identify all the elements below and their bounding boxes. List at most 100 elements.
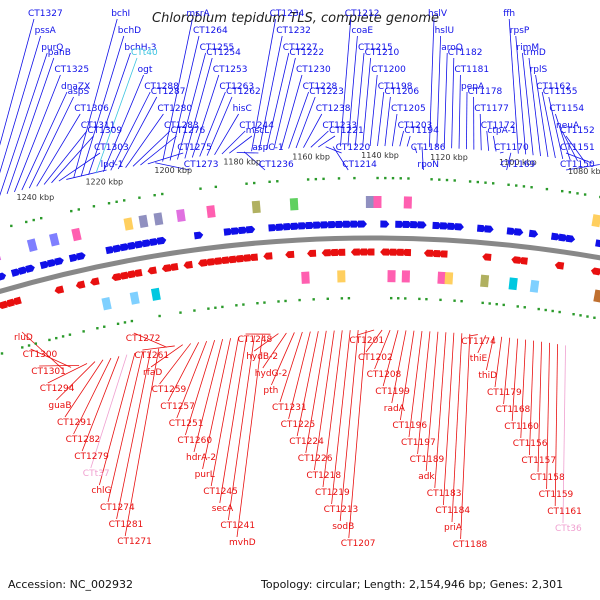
forward-gene (550, 232, 561, 241)
gene-label-CT1178: CT1178 (468, 87, 503, 97)
leader-line (428, 18, 435, 148)
cds-mark (438, 178, 441, 181)
leader-line (132, 130, 171, 167)
leader-line (310, 130, 329, 148)
cds-mark (391, 176, 395, 180)
cds-mark (488, 302, 491, 305)
feature-block (387, 270, 396, 283)
reverse-gene (350, 248, 360, 256)
reverse-gene (197, 258, 208, 267)
gene-label-CT1271: CT1271 (117, 537, 152, 547)
leader-line (357, 329, 375, 336)
forward-gene (395, 220, 405, 228)
leader-line (391, 113, 398, 147)
reverse-gene (125, 270, 136, 279)
leader-line (486, 130, 490, 151)
leader-line (354, 52, 365, 147)
forward-gene (142, 239, 152, 248)
feature-block (480, 274, 490, 288)
gene-label-CT1170: CT1170 (494, 143, 529, 153)
leader-line (425, 331, 439, 472)
cds-mark (32, 218, 35, 222)
gene-label-CT1181: CT1181 (454, 65, 489, 75)
reverse-gene (423, 249, 434, 257)
leader-line (537, 341, 543, 473)
leader-line (400, 330, 415, 421)
cds-mark (256, 302, 259, 305)
cds-mark (116, 322, 120, 326)
cds-mark (337, 177, 341, 180)
gene-label-CT1262: CT1262 (226, 87, 261, 97)
leader-line (251, 18, 276, 152)
reverse-gene (111, 272, 122, 282)
reverse-gene (161, 264, 172, 272)
gene-label-hydB-2: hydB-2 (246, 352, 278, 362)
genome-summary: Topology: circular; Length: 2,154,946 bp… (260, 578, 563, 591)
cds-mark (96, 327, 99, 330)
leader-line (362, 57, 371, 147)
accession-label: Accession: NC_002932 (8, 578, 133, 591)
leader-line (314, 330, 335, 471)
leader-line (458, 74, 461, 149)
leader-line (554, 344, 558, 507)
gene-label-CT1231: CT1231 (272, 403, 307, 413)
forward-gene (223, 228, 233, 236)
gene-label-CT1227: CT1227 (283, 43, 318, 53)
leader-line (142, 345, 175, 351)
cds-mark (207, 307, 210, 310)
gene-label-CTt37: CTt37 (83, 469, 110, 479)
leader-line (58, 152, 101, 182)
gene-label-CT1257: CT1257 (160, 402, 195, 412)
forward-gene (76, 252, 86, 261)
gene-label-coaE: coaE (351, 26, 373, 36)
feature-block (101, 297, 112, 311)
feature-block (129, 291, 140, 305)
reverse-gene (321, 249, 331, 257)
gene-label-CT1259: CT1259 (152, 385, 187, 395)
gene-label-lpd-1: lpd-1 (101, 160, 124, 170)
gene-label-CT1248: CT1248 (238, 335, 273, 345)
cds-mark (221, 305, 224, 309)
leader-line (535, 74, 549, 158)
cds-mark (245, 182, 248, 185)
cds-mark (515, 184, 518, 187)
gene-label-guaB: guaB (48, 401, 71, 411)
leader-line (436, 35, 441, 148)
feature-block (176, 209, 186, 223)
leader-line (229, 135, 253, 154)
gene-label-CT1213: CT1213 (324, 505, 359, 515)
cds-mark (326, 297, 329, 300)
leader-line (66, 169, 107, 180)
gene-label-purL: purL (195, 470, 215, 480)
leader-line (548, 96, 564, 160)
reverse-gene (554, 261, 565, 270)
forward-gene (283, 223, 293, 231)
forward-gene (54, 257, 64, 266)
gene-label-CTt40: CTt40 (131, 48, 158, 58)
feature-tracks (0, 176, 600, 355)
leader-line (184, 57, 213, 159)
forward-gene (134, 240, 145, 249)
forward-gene (402, 220, 412, 229)
leader-line (56, 361, 96, 401)
reverse-gene (118, 271, 129, 280)
cds-mark (439, 298, 442, 302)
leader-line (406, 135, 411, 147)
leader-line (288, 91, 309, 149)
gene-label-mvhD: mvhD (229, 538, 256, 548)
cds-mark (242, 303, 245, 306)
cds-mark (115, 200, 118, 204)
cds-mark (92, 205, 96, 208)
feature-block (591, 214, 600, 228)
leader-line (191, 74, 220, 158)
gene-label-CT1222: CT1222 (289, 48, 324, 58)
gene-label-CT1283: CT1283 (164, 121, 199, 131)
forward-gene (432, 221, 442, 230)
cds-mark (481, 301, 484, 305)
gene-label-mscL: mscL (246, 126, 269, 136)
leader-line (508, 18, 519, 154)
cds-mark (418, 297, 421, 301)
leader-line (110, 91, 151, 171)
leader-line (529, 340, 535, 456)
forward-gene (18, 266, 28, 275)
